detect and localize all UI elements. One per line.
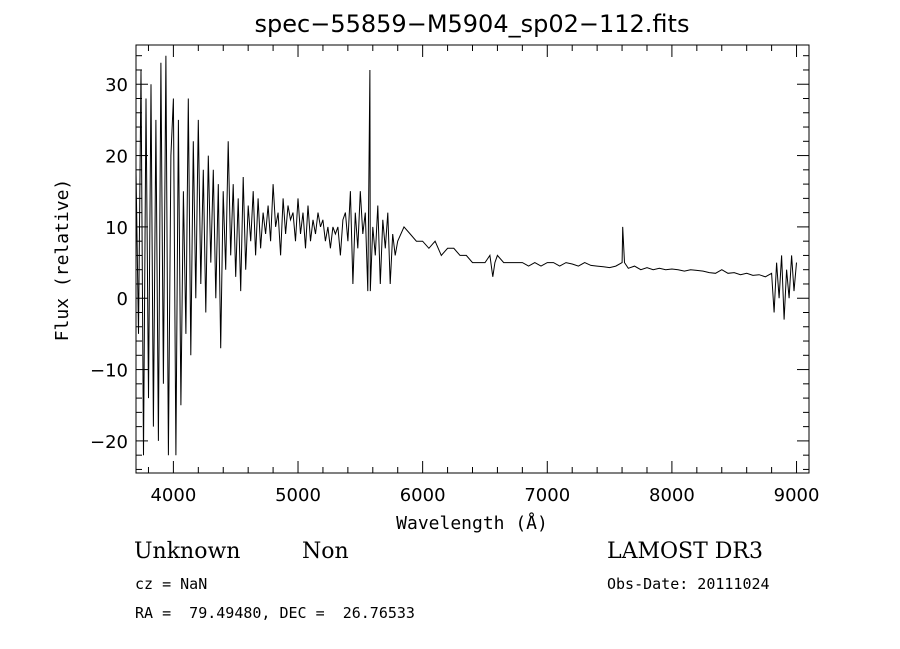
x-tick-label: 6000: [400, 485, 446, 506]
x-tick-label: 8000: [649, 485, 695, 506]
x-axis-label: Wavelength (Å): [396, 512, 548, 534]
object-class: Unknown: [134, 539, 241, 564]
x-tick-label: 5000: [275, 485, 321, 506]
y-tick-label: 30: [105, 75, 128, 96]
x-tick-label: 4000: [150, 485, 196, 506]
spectrum-chart: spec−55859−M5904_sp02−112.fits 4000 5000 6…: [52, 10, 819, 534]
x-tick-label: 7000: [524, 485, 570, 506]
y-tick-label: −10: [90, 361, 128, 382]
y-tick-label: −20: [90, 432, 128, 453]
y-tick-label: 20: [105, 147, 128, 168]
coordinates: RA = 79.49480, DEC = 26.76533: [135, 604, 415, 622]
obs-date: Obs-Date: 20111024: [607, 575, 770, 593]
x-tick-label: 9000: [774, 485, 820, 506]
survey-name: LAMOST DR3: [607, 539, 763, 564]
chart-title: spec−55859−M5904_sp02−112.fits: [255, 10, 690, 38]
object-subclass: Non: [302, 539, 349, 564]
plot-axes: [135, 44, 810, 474]
redshift-cz: cz = NaN: [135, 575, 208, 593]
plot-frame: [135, 44, 810, 474]
spectrum-line: [135, 55, 797, 456]
y-axis-label: Flux (relative): [52, 179, 73, 342]
axis-ticks: [136, 45, 809, 473]
axis-tick-labels: 4000 5000 6000 7000 8000 9000 −20 −10 0 10 20 30: [90, 75, 819, 506]
y-tick-label: 0: [117, 289, 128, 310]
y-tick-label: 10: [105, 218, 128, 239]
